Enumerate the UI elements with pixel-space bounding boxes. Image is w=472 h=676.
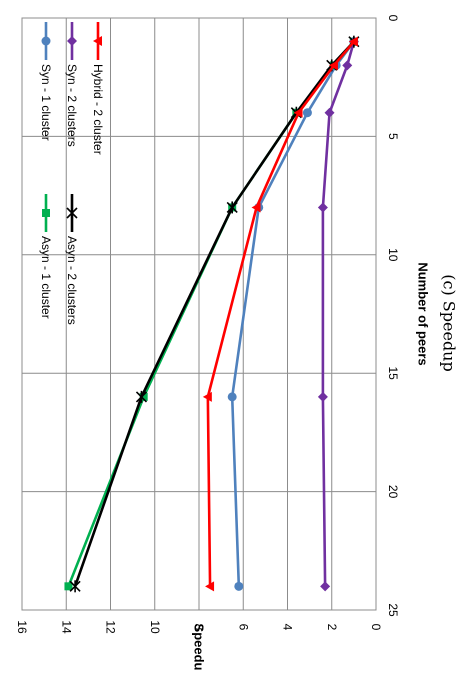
x-tick-label: 15 (386, 367, 400, 381)
data-point-syn-2-clusters (342, 60, 353, 71)
data-point-hybrid-2-cluster (205, 581, 215, 592)
y-tick-label: 16 (15, 620, 29, 634)
data-point-syn-2-clusters (320, 581, 331, 592)
data-point-syn-1-cluster (302, 108, 312, 118)
legend-label-syn-2-clusters: Syn - 2 clusters (65, 64, 79, 147)
legend-marker-syn-1-cluster (41, 36, 51, 46)
data-point-asyn-1-cluster (139, 392, 148, 401)
data-point-asyn-2-clusters (135, 390, 148, 403)
y-axis-title: Speedup (192, 624, 207, 671)
legend-marker-asyn-1-cluster (42, 209, 50, 217)
data-point-hybrid-2-cluster (348, 36, 358, 47)
data-point-syn-2-clusters (317, 391, 328, 402)
figure-caption: (c) Speedup (440, 274, 459, 371)
series-line-syn-2-clusters (321, 41, 356, 587)
x-tick-label: 5 (386, 133, 400, 140)
y-tick-label: 6 (236, 624, 250, 631)
legend-marker-hybrid-2-cluster (93, 36, 102, 46)
data-point-hybrid-2-cluster (202, 391, 212, 402)
data-point-syn-2-clusters (324, 107, 335, 118)
y-tick-label: 4 (281, 624, 295, 631)
series-line-syn-1-cluster (230, 40, 355, 587)
legend-marker-asyn-2-clusters (66, 207, 78, 219)
legend-label-syn-1-cluster: Syn - 1 cluster (39, 64, 53, 141)
data-point-syn-1-cluster (234, 581, 244, 591)
legend-marker-syn-2-clusters (67, 36, 77, 46)
data-point-syn-1-cluster (227, 392, 237, 402)
x-tick-label: 20 (386, 485, 400, 499)
y-tick-label: 10 (148, 620, 162, 634)
x-tick-label: 0 (386, 15, 400, 22)
y-tick-label: 2 (325, 624, 339, 631)
y-tick-label: 0 (369, 624, 383, 631)
data-point-hybrid-2-cluster (328, 60, 338, 71)
data-point-asyn-2-clusters (226, 201, 238, 214)
y-tick-label: 8 (192, 624, 206, 631)
x-axis-title: Number of peers (416, 262, 431, 365)
y-tick-label: 14 (59, 620, 73, 634)
data-point-asyn-2-clusters (69, 580, 81, 593)
legend-label-hybrid-2-cluster: Hybrid - 2 cluster (91, 64, 105, 155)
y-tick-label: 12 (104, 620, 118, 634)
x-tick-label: 10 (386, 248, 400, 262)
legend-label-asyn-1-cluster: Asyn - 1 cluster (39, 236, 53, 319)
legend-label-asyn-2-clusters: Asyn - 2 clusters (65, 236, 79, 325)
data-point-syn-2-clusters (317, 202, 328, 213)
data-point-hybrid-2-cluster (293, 107, 303, 118)
data-point-asyn-1-cluster (64, 582, 73, 591)
data-point-hybrid-2-cluster (251, 202, 261, 213)
x-tick-label: 25 (386, 603, 400, 617)
